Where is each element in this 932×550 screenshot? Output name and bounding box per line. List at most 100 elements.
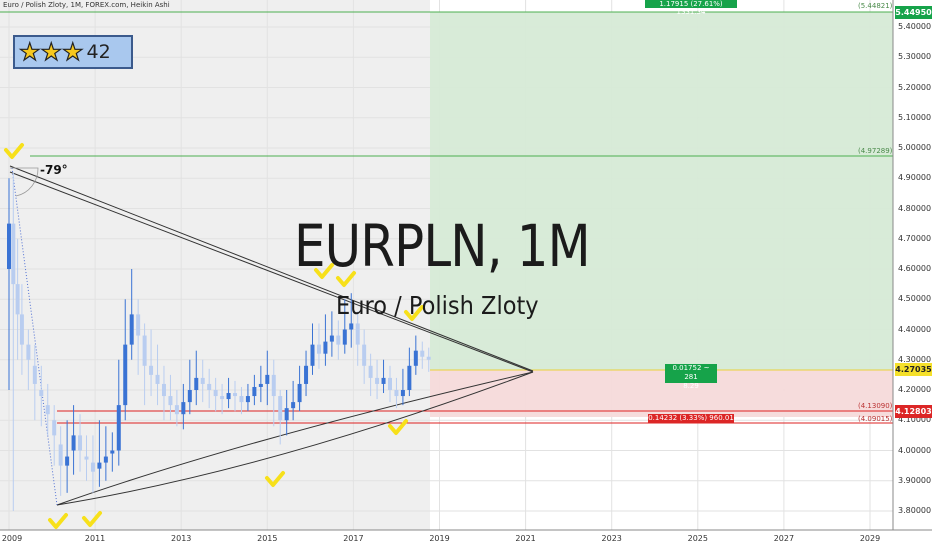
watermark-subtitle: Euro / Polish Zloty xyxy=(336,291,539,320)
candle-body[interactable] xyxy=(368,365,373,378)
candle-body[interactable] xyxy=(375,377,380,384)
level-label-4-97: (4.97289) xyxy=(858,147,893,155)
candle-body[interactable] xyxy=(15,284,20,315)
candle-body[interactable] xyxy=(233,393,238,397)
candle-body[interactable] xyxy=(297,383,302,403)
candle-body[interactable] xyxy=(220,396,225,400)
candle-body[interactable] xyxy=(362,344,367,366)
candle-body[interactable] xyxy=(336,335,341,345)
candle-body[interactable] xyxy=(90,462,95,472)
candle-body[interactable] xyxy=(161,383,166,397)
triangle-upper-line-2[interactable] xyxy=(9,171,534,373)
y-tick-label: 4.80000 xyxy=(898,203,932,213)
candle-body[interactable] xyxy=(39,390,44,397)
x-tick-label: 2027 xyxy=(773,534,795,543)
y-tick-label: 4.70000 xyxy=(898,233,932,243)
candle-body[interactable] xyxy=(84,456,89,460)
profit-zone[interactable] xyxy=(430,12,893,370)
candle-body[interactable] xyxy=(245,396,250,403)
candle-body[interactable] xyxy=(103,456,108,463)
candle-body[interactable] xyxy=(181,402,186,415)
candle-body[interactable] xyxy=(342,329,347,345)
candle-body[interactable] xyxy=(329,335,334,342)
target-label[interactable]: 1.17915 (27.61%) 1331.34 xyxy=(645,0,737,16)
position-stats[interactable]: 0.01752 ~ 281 8.29 xyxy=(665,364,717,390)
candle-body[interactable] xyxy=(65,456,70,466)
position-stats-text: 0.01752 ~ 281 xyxy=(672,364,710,381)
level-label-4-13: (4.13090) xyxy=(858,402,893,410)
candle-body[interactable] xyxy=(381,377,386,384)
triangle-upper-line[interactable] xyxy=(9,165,534,372)
checkmark-icon xyxy=(82,511,102,527)
candle-body[interactable] xyxy=(355,323,360,345)
candle-body[interactable] xyxy=(258,383,263,387)
position-ratio: 8.29 xyxy=(683,382,699,390)
candle-body[interactable] xyxy=(291,402,296,409)
candle-body[interactable] xyxy=(252,386,257,397)
triangle-lower-curve[interactable] xyxy=(56,371,534,506)
candle-body[interactable] xyxy=(213,390,218,397)
candle-body[interactable] xyxy=(400,390,405,397)
y-tick-label: 3.80000 xyxy=(898,506,932,515)
candle-body[interactable] xyxy=(187,390,192,403)
candle-body[interactable] xyxy=(310,344,315,366)
candle-body[interactable] xyxy=(226,393,231,400)
candle-body[interactable] xyxy=(45,405,50,415)
triangle-lower-curve-2[interactable] xyxy=(56,371,534,506)
candle-body[interactable] xyxy=(7,223,11,269)
candle-body[interactable] xyxy=(200,377,205,384)
candle-body[interactable] xyxy=(78,435,83,451)
candle-body[interactable] xyxy=(413,350,418,366)
y-tick-label: 5.00000 xyxy=(898,143,932,152)
candle-body[interactable] xyxy=(316,344,321,354)
candle-body[interactable] xyxy=(136,314,141,336)
candle-body[interactable] xyxy=(19,314,24,345)
candle-body[interactable] xyxy=(284,408,289,421)
watermark-title: EURPLN, 1M xyxy=(294,212,591,280)
candle-body[interactable] xyxy=(426,356,431,360)
candle-body[interactable] xyxy=(278,396,283,421)
candle-body[interactable] xyxy=(142,335,147,366)
candle-body[interactable] xyxy=(71,435,76,451)
candles[interactable] xyxy=(7,172,431,511)
candle-body[interactable] xyxy=(110,450,115,454)
candle-body[interactable] xyxy=(394,390,399,397)
candle-body[interactable] xyxy=(265,374,270,384)
candle-body[interactable] xyxy=(304,365,309,384)
candle-body[interactable] xyxy=(349,323,354,330)
candle-body[interactable] xyxy=(11,223,16,285)
y-tick-label: 5.40000 xyxy=(898,22,932,31)
x-tick-label: 2019 xyxy=(429,534,450,543)
x-tick-label: 2009 xyxy=(1,534,23,543)
candle-body[interactable] xyxy=(155,374,160,384)
checkmarks xyxy=(4,143,424,529)
y-tick-label: 5.10000 xyxy=(898,112,932,122)
candle-body[interactable] xyxy=(207,383,212,390)
candle-body[interactable] xyxy=(32,365,37,384)
candle-body[interactable] xyxy=(407,365,412,390)
stop-label[interactable]: 0.14232 (3.33%) 960.01 xyxy=(648,414,734,423)
candle-body[interactable] xyxy=(174,405,179,415)
price-label-stop: 4.12803 xyxy=(895,405,932,418)
candle-body[interactable] xyxy=(387,377,392,390)
y-tick-label: 4.60000 xyxy=(898,264,932,273)
candle-body[interactable] xyxy=(123,344,128,406)
x-tick-label: 2025 xyxy=(687,534,708,543)
loss-zone[interactable] xyxy=(430,370,893,417)
candle-body[interactable] xyxy=(116,405,121,451)
angle-label: -79° xyxy=(40,163,68,177)
candle-body[interactable] xyxy=(58,444,63,466)
candle-body[interactable] xyxy=(26,344,31,360)
candle-body[interactable] xyxy=(271,374,276,397)
candle-body[interactable] xyxy=(194,377,199,390)
checkmark-icon xyxy=(404,305,424,321)
candle-body[interactable] xyxy=(52,420,57,436)
candle-body[interactable] xyxy=(97,462,102,469)
candle-body[interactable] xyxy=(323,341,328,354)
candle-body[interactable] xyxy=(129,314,134,345)
candle-body[interactable] xyxy=(149,365,154,375)
candle-body[interactable] xyxy=(420,350,425,357)
candle-body[interactable] xyxy=(239,396,244,403)
candle-body[interactable] xyxy=(168,396,173,406)
